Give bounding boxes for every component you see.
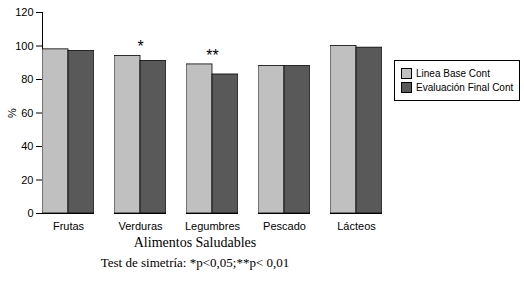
svg-text:40: 40 [21, 140, 33, 152]
svg-text:%: % [6, 108, 18, 118]
svg-text:*: * [137, 38, 143, 55]
svg-text:20: 20 [21, 174, 33, 186]
svg-text:Verduras: Verduras [118, 220, 163, 232]
html-text:Evaluación Final Cont: Evaluación Final Cont [416, 82, 514, 93]
svg-text:100: 100 [15, 40, 33, 52]
html-text:Test de simetría: *p<0,05;**p<: Test de simetría: *p<0,05;**p< 0,01 [100, 255, 290, 270]
svg-text:**: ** [206, 47, 218, 64]
svg-text:60: 60 [21, 107, 33, 119]
svg-text:0: 0 [27, 207, 33, 219]
svg-text:Legumbres: Legumbres [185, 220, 241, 232]
svg-text:Lácteos: Lácteos [337, 220, 376, 232]
svg-text:Frutas: Frutas [53, 220, 85, 232]
svg-text:80: 80 [21, 73, 33, 85]
svg-text:Pescado: Pescado [263, 220, 306, 232]
svg-text:120: 120 [15, 6, 33, 18]
html-text:Linea Base Cont: Linea Base Cont [416, 68, 490, 79]
html-text:Alimentos Saludables: Alimentos Saludables [133, 235, 257, 250]
